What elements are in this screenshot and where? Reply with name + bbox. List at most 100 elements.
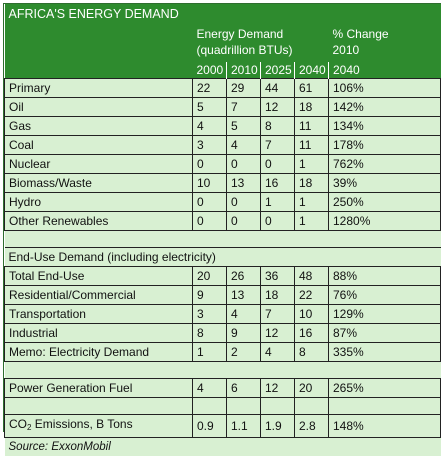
demand-value: 26: [227, 267, 261, 286]
demand-value: 1: [295, 155, 329, 174]
year-header-row: 2000 2010 2025 2040 2040: [5, 62, 441, 79]
demand-value: 16: [295, 324, 329, 343]
row-label: Primary: [5, 79, 193, 98]
demand-value: 10: [193, 174, 227, 193]
demand-value: 20: [193, 267, 227, 286]
demand-value: 1: [295, 212, 329, 231]
demand-value: 1.9: [261, 415, 295, 438]
row-label: Hydro: [5, 193, 193, 212]
percent-change-value: 335%: [329, 343, 441, 362]
demand-value: 16: [261, 174, 295, 193]
year-header: 2010: [227, 62, 261, 79]
section-header-row: End-Use Demand (including electricity): [5, 248, 441, 267]
percent-change-value: 129%: [329, 305, 441, 324]
percent-change-value: 39%: [329, 174, 441, 193]
demand-value: 13: [227, 286, 261, 305]
demand-value: 61: [295, 79, 329, 98]
demand-value: 0.9: [193, 415, 227, 438]
row-label: Other Renewables: [5, 212, 193, 231]
percent-change-value: 762%: [329, 155, 441, 174]
demand-value: 8: [261, 117, 295, 136]
percent-change-value: 134%: [329, 117, 441, 136]
spacer-cell: [261, 231, 295, 248]
percent-change-value: 106%: [329, 79, 441, 98]
spacer-cell: [227, 362, 261, 379]
row-label: Industrial: [5, 324, 193, 343]
spacer-cell: [227, 231, 261, 248]
demand-value: 4: [193, 379, 227, 398]
demand-value: 12: [261, 324, 295, 343]
demand-value: 2.8: [295, 415, 329, 438]
demand-value: 7: [261, 136, 295, 155]
demand-value: 29: [227, 79, 261, 98]
demand-value: 13: [227, 174, 261, 193]
spacer-cell: [193, 398, 227, 415]
demand-value: 22: [295, 286, 329, 305]
percent-change-value: 1280%: [329, 212, 441, 231]
row-label: Coal: [5, 136, 193, 155]
row-label: CO2 Emissions, B Tons: [5, 415, 193, 438]
demand-value: 7: [261, 305, 295, 324]
spacer-cell: [329, 231, 441, 248]
row-label: Power Generation Fuel: [5, 379, 193, 398]
demand-value: 4: [227, 305, 261, 324]
section-heading: End-Use Demand (including electricity): [5, 248, 441, 267]
demand-value: 6: [227, 379, 261, 398]
demand-value: 11: [295, 117, 329, 136]
demand-value: 3: [193, 136, 227, 155]
demand-value: 8: [295, 343, 329, 362]
row-label: Memo: Electricity Demand: [5, 343, 193, 362]
demand-value: 12: [261, 98, 295, 117]
year-header: 2040: [295, 62, 329, 79]
demand-value: 9: [227, 324, 261, 343]
demand-value: 2: [227, 343, 261, 362]
spacer-row: [5, 398, 441, 415]
energy-demand-table-frame: AFRICA'S ENERGY DEMAND Energy Demand (qu…: [3, 3, 441, 432]
spacer-cell: [329, 362, 441, 379]
demand-value: 0: [261, 155, 295, 174]
demand-value: 11: [295, 136, 329, 155]
demand-value: 18: [261, 286, 295, 305]
percent-change-value: 87%: [329, 324, 441, 343]
percent-change-value: 142%: [329, 98, 441, 117]
year-header: 2025: [261, 62, 295, 79]
demand-value: 9: [193, 286, 227, 305]
source-row: Source: ExxonMobil: [5, 438, 441, 456]
demand-value: 4: [193, 117, 227, 136]
year-header: 2000: [193, 62, 227, 79]
demand-value: 5: [227, 117, 261, 136]
demand-value: 0: [227, 212, 261, 231]
demand-value: 18: [295, 98, 329, 117]
percent-change-value: 148%: [329, 415, 441, 438]
demand-value: 0: [193, 155, 227, 174]
demand-value: 4: [261, 343, 295, 362]
demand-value: 0: [227, 155, 261, 174]
spacer-cell: [261, 398, 295, 415]
demand-value: 1: [193, 343, 227, 362]
percent-change-header: % Change 2010: [329, 24, 441, 62]
row-label: Transportation: [5, 305, 193, 324]
demand-value: 44: [261, 79, 295, 98]
demand-value: 10: [295, 305, 329, 324]
row-label: Oil: [5, 98, 193, 117]
energy-demand-header: Energy Demand (quadrillion BTUs): [193, 24, 329, 62]
header-row: Energy Demand (quadrillion BTUs) % Chang…: [5, 24, 441, 62]
source-note: Source: ExxonMobil: [5, 438, 441, 456]
demand-value: 22: [193, 79, 227, 98]
change-year-header: 2040: [329, 62, 441, 79]
demand-value: 12: [261, 379, 295, 398]
demand-value: 8: [193, 324, 227, 343]
demand-value: 4: [227, 136, 261, 155]
demand-value: 20: [295, 379, 329, 398]
row-label: Nuclear: [5, 155, 193, 174]
demand-value: 1: [261, 193, 295, 212]
